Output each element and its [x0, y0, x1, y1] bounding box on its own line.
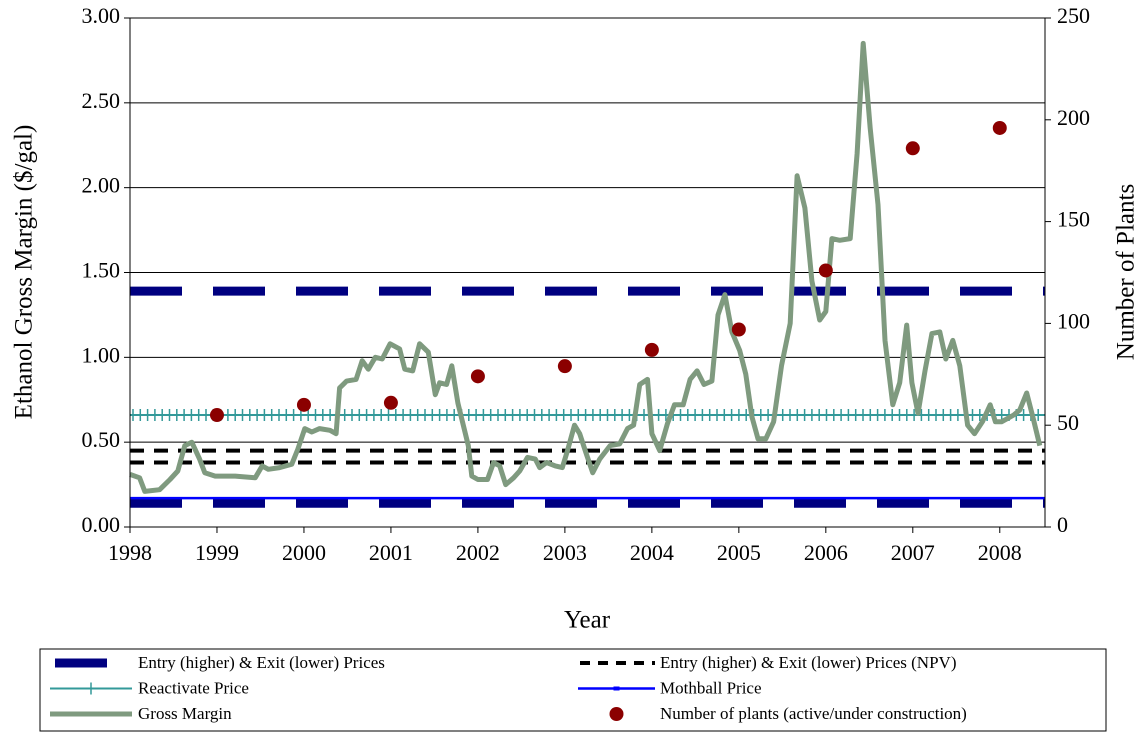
- data-point: [731, 322, 746, 337]
- data-point: [818, 263, 833, 278]
- data-point: [296, 397, 311, 412]
- legend: Entry (higher) & Exit (lower) Prices Entr…: [50, 653, 967, 723]
- y-tick-label: 3.00: [82, 3, 121, 28]
- x-tick-label: 2000: [282, 540, 326, 565]
- x-tick-label: 1998: [108, 540, 152, 565]
- y2-tick-label: 200: [1057, 105, 1090, 130]
- x-tick-label: 2008: [978, 540, 1022, 565]
- legend-item: Reactivate Price: [50, 678, 249, 697]
- y2-tick-label: 150: [1057, 207, 1090, 232]
- y-tick-label: 0.50: [82, 427, 121, 452]
- data-point: [470, 369, 485, 384]
- x-tick-label: 1999: [195, 540, 239, 565]
- series-line: [129, 40, 1043, 494]
- legend-label: Number of plants (active/under construct…: [660, 704, 967, 723]
- legend-item: Entry (higher) & Exit (lower) Prices (NP…: [580, 653, 956, 672]
- data-point: [383, 395, 398, 410]
- y-tick-label: 1.50: [82, 258, 121, 283]
- legend-label: Gross Margin: [138, 704, 232, 723]
- legend-item: Gross Margin: [50, 704, 232, 723]
- legend-item: Entry (higher) & Exit (lower) Prices: [55, 653, 385, 672]
- data-point: [209, 408, 224, 423]
- legend-label: Entry (higher) & Exit (lower) Prices: [138, 653, 385, 672]
- y2-tick-label: 0: [1057, 512, 1068, 537]
- x-axis-title: Year: [564, 607, 611, 634]
- y2-axis-title: Number of Plants: [1113, 184, 1140, 360]
- legend-marker: [613, 686, 620, 691]
- data-point: [992, 120, 1007, 135]
- x-tick-label: 2003: [543, 540, 587, 565]
- x-tick-label: 2001: [369, 540, 413, 565]
- x-tick-label: 2005: [717, 540, 761, 565]
- y2-tick-label: 250: [1057, 3, 1090, 28]
- x-tick-label: 2002: [456, 540, 500, 565]
- y-tick-label: 2.50: [82, 88, 121, 113]
- legend-box: [39, 648, 1107, 732]
- y2-tick-label: 100: [1057, 308, 1090, 333]
- data-point: [905, 141, 920, 156]
- legend-item: Number of plants (active/under construct…: [609, 704, 967, 723]
- data-point: [644, 342, 659, 357]
- legend-label: Reactivate Price: [138, 678, 249, 697]
- axes: 0.00 0.50 1.00 1.50 2.00 2.50 3.00 0 50 100 150 200…: [82, 3, 1091, 565]
- legend-marker: [86, 682, 96, 695]
- data-point: [557, 359, 572, 374]
- y-tick-label: 0.00: [82, 512, 121, 537]
- x-tick-label: 2006: [804, 540, 848, 565]
- legend-label: Entry (higher) & Exit (lower) Prices (NP…: [660, 653, 956, 672]
- x-tick-label: 2007: [891, 540, 935, 565]
- y-axis-title: Ethanol Gross Margin ($/gal): [11, 125, 38, 420]
- y2-tick-label: 50: [1057, 410, 1079, 435]
- plot-marks: [129, 40, 1045, 508]
- x-tick-label: 2004: [630, 540, 674, 565]
- legend-swatch: [609, 707, 624, 721]
- legend-item: Mothball Price: [578, 678, 762, 697]
- legend-label: Mothball Price: [660, 678, 762, 697]
- y-tick-label: 2.00: [82, 173, 121, 198]
- y-tick-label: 1.00: [82, 342, 121, 367]
